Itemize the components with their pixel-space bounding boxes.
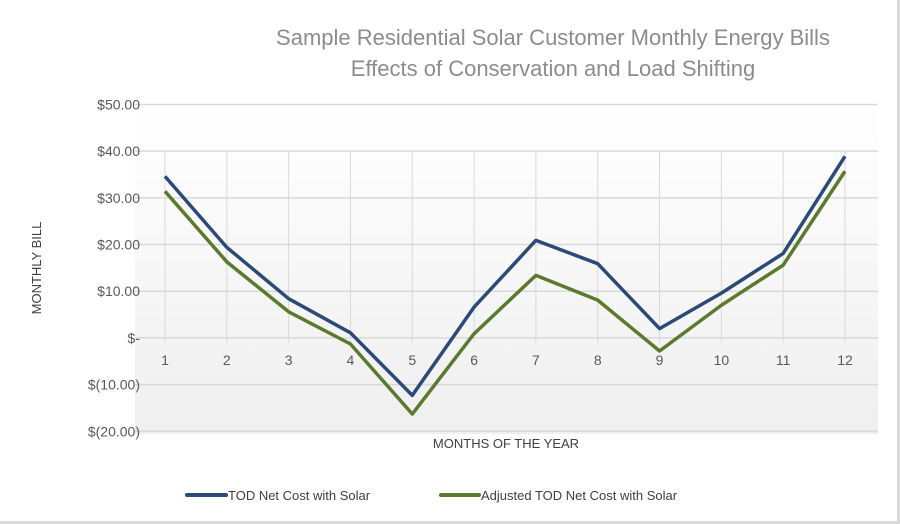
y-tick-label: $40.00 — [97, 143, 140, 159]
y-tick-label: $30.00 — [97, 190, 140, 206]
chart-title-line-2: Effects of Conservation and Load Shiftin… — [351, 56, 755, 81]
x-tick-label: 2 — [223, 352, 231, 368]
y-tick-label: $(10.00) — [88, 377, 140, 393]
x-tick-label: 3 — [285, 352, 293, 368]
y-tick-label: $(20.00) — [88, 423, 140, 439]
x-axis-title: MONTHS OF THE YEAR — [433, 436, 579, 451]
x-tick-label: 6 — [470, 352, 478, 368]
x-tick-label: 10 — [714, 352, 730, 368]
legend: TOD Net Cost with Solar Adjusted TOD Net… — [185, 488, 678, 503]
y-tick-label: $20.00 — [97, 237, 140, 253]
plot-area — [135, 104, 878, 434]
x-tick-label: 5 — [408, 352, 416, 368]
x-tick-label: 1 — [161, 352, 169, 368]
chart-title-line-1: Sample Residential Solar Customer Monthl… — [276, 25, 830, 50]
x-tick-label: 7 — [532, 352, 540, 368]
legend-label-adjusted: Adjusted TOD Net Cost with Solar — [481, 488, 678, 503]
legend-label-tod: TOD Net Cost with Solar — [228, 488, 371, 503]
x-tick-label: 9 — [656, 352, 664, 368]
series-line-adjusted — [163, 170, 847, 416]
x-tick-label: 11 — [776, 352, 791, 368]
y-tick-label: $- — [128, 330, 141, 346]
y-tick-label: $50.00 — [97, 97, 140, 113]
x-tick-label: 4 — [347, 352, 355, 368]
y-tick-label: $10.00 — [97, 283, 140, 299]
y-axis-title: MONTHLY BILL — [29, 222, 44, 315]
x-tick-label: 12 — [837, 352, 853, 368]
series-line-tod — [163, 155, 847, 398]
x-tick-label: 8 — [594, 352, 602, 368]
